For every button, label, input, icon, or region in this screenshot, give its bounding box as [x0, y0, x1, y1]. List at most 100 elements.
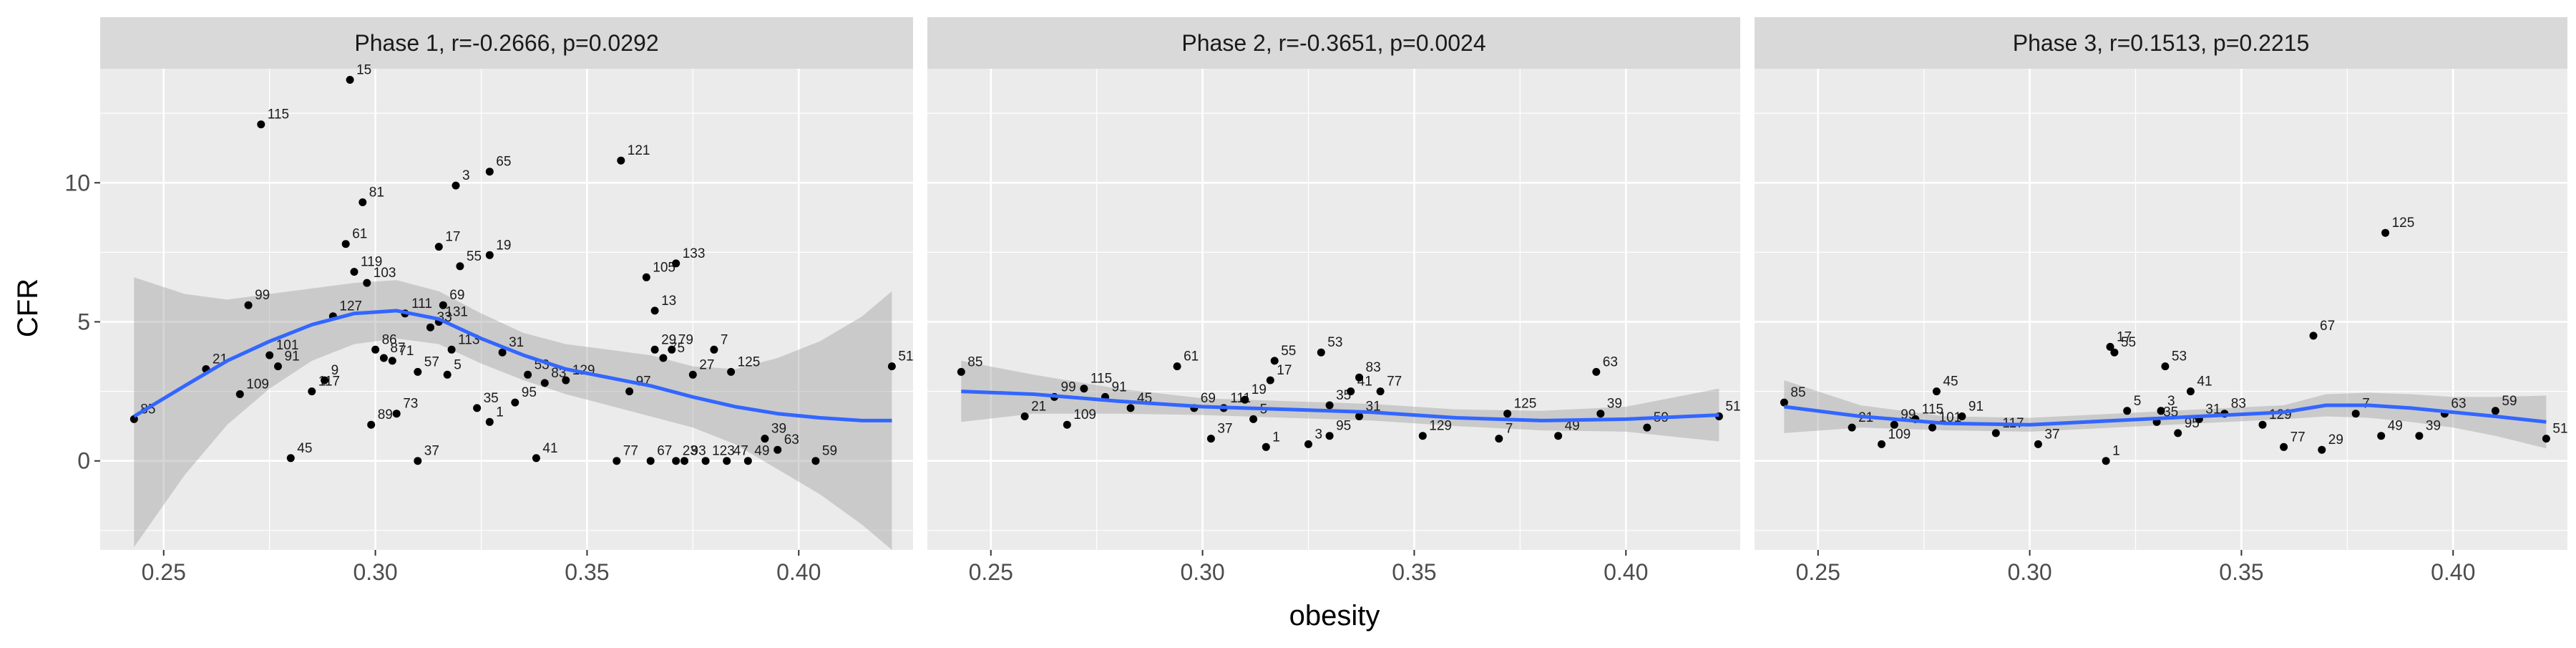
data-point: [1418, 432, 1427, 440]
point-label: 15: [356, 63, 371, 78]
point-label: 39: [2426, 419, 2441, 434]
data-point: [625, 387, 634, 396]
facet-panel-1: Phase 1, r=-0.2666, p=0.0292852110910199…: [100, 17, 914, 585]
data-point: [2106, 342, 2114, 351]
point-label: 9: [331, 363, 339, 378]
point-label: 73: [403, 397, 418, 412]
point-label: 119: [361, 255, 382, 270]
point-label: 61: [1184, 349, 1199, 364]
data-point: [2280, 443, 2288, 451]
data-point: [1503, 410, 1512, 418]
data-point: [613, 457, 621, 465]
data-point: [426, 323, 434, 332]
point-label: 123: [712, 444, 735, 459]
data-point: [1270, 357, 1279, 365]
point-label: 93: [691, 444, 706, 459]
x-tick-label: 0.25: [1796, 559, 1840, 585]
data-point: [485, 168, 494, 176]
point-label: 77: [2290, 430, 2306, 445]
point-label: 31: [509, 335, 524, 350]
point-label: 67: [2320, 319, 2335, 334]
x-tick-label: 0.30: [1180, 559, 1224, 585]
data-point: [2102, 457, 2110, 465]
data-point: [1262, 443, 1270, 451]
point-label: 101: [276, 338, 299, 353]
x-tick-label: 0.40: [1604, 559, 1648, 585]
point-label: 83: [1366, 360, 1381, 375]
point-label: 63: [784, 432, 799, 448]
data-point: [1325, 401, 1334, 410]
point-label: 17: [2117, 329, 2132, 344]
point-label: 55: [467, 249, 482, 264]
point-label: 17: [445, 230, 460, 245]
confidence-band: [1784, 380, 2547, 449]
point-label: 49: [1565, 419, 1580, 434]
data-point: [811, 457, 820, 465]
x-tick-label: 0.25: [142, 559, 186, 585]
point-label: 47: [733, 444, 748, 459]
point-label: 125: [738, 354, 761, 369]
point-label: 35: [484, 391, 499, 406]
y-tick-label: 0: [77, 448, 90, 474]
point-label: 71: [399, 344, 414, 359]
point-label: 7: [721, 332, 728, 347]
data-point: [1991, 429, 2000, 437]
data-point: [350, 268, 358, 276]
point-label: 129: [1429, 419, 1452, 434]
data-point: [1592, 367, 1601, 376]
data-point: [2491, 407, 2499, 415]
point-label: 63: [1603, 354, 1618, 369]
data-point: [371, 345, 380, 354]
point-label: 111: [411, 296, 432, 311]
point-label: 1: [496, 405, 504, 420]
data-point: [1266, 376, 1274, 385]
data-point: [1347, 387, 1355, 396]
x-tick-label: 0.35: [2219, 559, 2263, 585]
data-point: [2258, 420, 2267, 429]
point-label: 121: [628, 143, 650, 158]
data-point: [434, 243, 443, 251]
data-point: [1355, 373, 1363, 382]
point-label: 86: [382, 332, 397, 347]
data-point: [727, 367, 736, 376]
data-point: [511, 398, 519, 407]
confidence-band: [134, 277, 892, 550]
point-label: 3: [2167, 394, 2175, 409]
point-label: 45: [297, 441, 312, 456]
point-label: 83: [2231, 397, 2246, 412]
data-point: [723, 457, 731, 465]
data-point: [392, 410, 401, 418]
x-axis-title: obesity: [1289, 600, 1380, 632]
data-point: [367, 420, 376, 429]
data-point: [1958, 412, 1966, 420]
point-label: 69: [449, 288, 464, 303]
data-point: [286, 454, 295, 463]
facet-title: Phase 1, r=-0.2666, p=0.0292: [354, 30, 658, 56]
point-label: 61: [352, 227, 367, 242]
data-point: [774, 445, 782, 454]
data-point: [650, 345, 659, 354]
data-point: [2351, 410, 2360, 418]
point-label: 103: [374, 266, 396, 281]
point-label: 79: [678, 332, 693, 347]
point-label: 29: [661, 332, 676, 347]
point-label: 115: [1091, 372, 1112, 387]
facet-panel-2: Phase 2, r=-0.3651, p=0.0024 85 21 99 109 115…: [927, 17, 1741, 585]
point-label: 51: [2552, 422, 2567, 437]
data-point: [617, 156, 625, 165]
point-label: 77: [1387, 374, 1402, 390]
data-point: [1325, 432, 1334, 440]
point-label: 53: [2172, 349, 2187, 364]
data-point: [2381, 228, 2390, 237]
point-label: 3: [462, 168, 470, 183]
data-point: [1063, 420, 1071, 429]
point-label: 19: [1252, 382, 1267, 397]
point-label: 1: [1272, 430, 1280, 445]
data-point: [1554, 432, 1563, 440]
point-label: 131: [445, 305, 468, 320]
point-label: 21: [1031, 400, 1046, 415]
point-label: 37: [1217, 422, 1232, 437]
point-label: 17: [1277, 363, 1292, 378]
